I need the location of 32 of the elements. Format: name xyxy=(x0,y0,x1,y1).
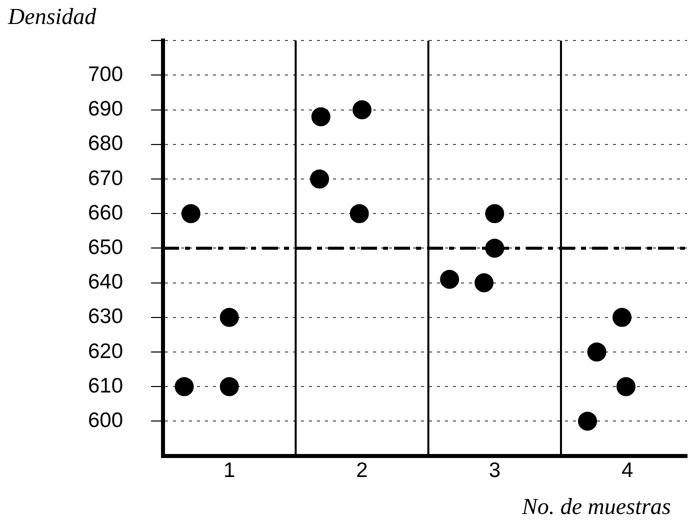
point xyxy=(578,412,598,431)
y-axis-title: Densidad xyxy=(8,4,96,30)
y-tick-label: 690 xyxy=(88,98,124,121)
y-tick-label: 670 xyxy=(88,166,124,190)
y-tick-label: 640 xyxy=(88,270,124,294)
point xyxy=(220,377,239,396)
point xyxy=(352,100,372,120)
point xyxy=(350,204,369,224)
y-tick-label: 650 xyxy=(88,236,124,259)
point xyxy=(474,273,494,292)
point xyxy=(587,342,606,362)
x-tick-label: 3 xyxy=(488,459,501,482)
x-axis-title: No. de muestras xyxy=(522,494,671,520)
point xyxy=(181,204,200,224)
point xyxy=(440,270,460,289)
x-tick-label: 1 xyxy=(224,459,236,482)
y-tick-label: 630 xyxy=(88,305,124,328)
x-tick-label: 4 xyxy=(621,459,634,482)
point xyxy=(485,204,504,224)
point xyxy=(612,308,632,327)
y-tick-label: 700 xyxy=(88,62,124,86)
y-tick-label: 660 xyxy=(88,201,124,224)
y-tick-label: 600 xyxy=(88,408,124,432)
point xyxy=(616,377,636,396)
point xyxy=(310,170,330,188)
x-tick-label: 2 xyxy=(356,459,368,482)
y-tick-label: 610 xyxy=(88,374,124,398)
point xyxy=(174,377,194,396)
point xyxy=(220,308,239,327)
y-tick-label: 620 xyxy=(88,340,124,363)
point xyxy=(311,107,330,126)
y-tick-label: 680 xyxy=(88,132,124,156)
